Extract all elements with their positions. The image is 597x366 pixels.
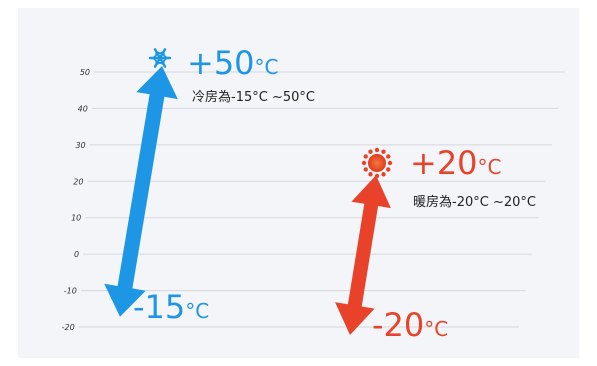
- y-tick-label: 30: [75, 141, 85, 150]
- cooling-range-arrow: [104, 66, 178, 317]
- y-tick-label: 10: [71, 214, 81, 223]
- cooling-max-label: +50°C: [187, 44, 279, 82]
- y-tick-label: -20: [62, 323, 75, 332]
- cooling-min-label: -15°C: [133, 288, 209, 326]
- sun-icon: [361, 147, 393, 179]
- y-tick-label: 50: [80, 68, 90, 77]
- y-tick-label: 20: [73, 177, 83, 186]
- heating-range-text: 暖房為-20°C ~20°C: [413, 194, 536, 210]
- heating-range-arrow: [335, 175, 391, 335]
- y-tick-label: 40: [78, 104, 88, 113]
- y-axis-ticks: 50 40 30 20 10 0 -10 -20: [62, 68, 90, 332]
- heating-min-label: -20°C: [372, 306, 448, 344]
- y-tick-label: 0: [74, 250, 79, 259]
- snowflake-icon: [148, 48, 172, 68]
- y-tick-label: -10: [64, 287, 77, 296]
- cooling-range-text: 冷房為-15°C ~50°C: [192, 89, 315, 105]
- grid-lines: [78, 71, 565, 328]
- heating-max-label: +20°C: [410, 144, 502, 182]
- chart-panel: [18, 8, 579, 358]
